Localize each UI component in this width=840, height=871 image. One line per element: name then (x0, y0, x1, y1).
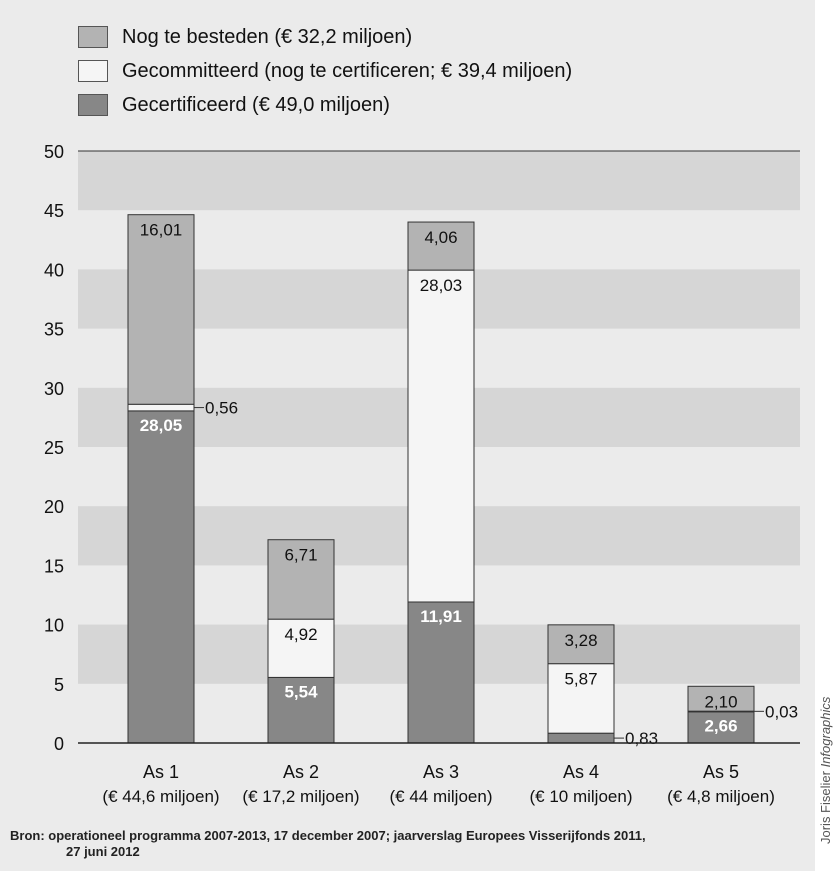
y-tick-label: 5 (54, 675, 64, 695)
legend-label-nog-te-besteden: Nog te besteden (€ 32,2 miljoen) (122, 25, 413, 48)
bar-segment (127, 403, 195, 412)
bar-segment (267, 676, 335, 744)
x-category-label: As 4 (563, 762, 599, 782)
x-category-sublabel: (€ 10 miljoen) (530, 787, 633, 806)
data-label: 11,91 (420, 607, 462, 626)
x-category-sublabel: (€ 44 miljoen) (390, 787, 493, 806)
y-tick-label: 40 (44, 260, 64, 280)
data-label: 2,66 (704, 717, 737, 736)
legend-label-gecommitteerd: Gecommitteerd (nog te certificeren; € 39… (122, 59, 573, 82)
bar-segment (407, 221, 475, 271)
stacked-bar-chart: 0 5 10 15 20 25 30 35 40 45 50 28,05 0,56 16,01 As 1 (€… (44, 142, 800, 806)
legend-label-gecertificeerd: Gecertificeerd (€ 49,0 miljoen) (122, 93, 390, 116)
data-label: 16,01 (140, 221, 183, 240)
x-category-sublabel: (€ 44,6 miljoen) (102, 787, 219, 806)
bar-segment (127, 410, 195, 744)
y-tick-label: 0 (54, 734, 64, 754)
y-tick-label: 30 (44, 379, 64, 399)
y-tick-label: 50 (44, 142, 64, 162)
bar-segment (547, 663, 615, 734)
data-label: 6,71 (284, 546, 317, 565)
y-tick-label: 10 (44, 616, 64, 636)
x-category-sublabel: (€ 4,8 miljoen) (667, 787, 775, 806)
grid-band (78, 151, 800, 211)
x-category-label: As 2 (283, 762, 319, 782)
x-category-label: As 1 (143, 762, 179, 782)
data-label: 5,54 (284, 682, 318, 701)
data-label: 0,56 (205, 399, 238, 418)
legend-swatch-gecommitteerd (78, 60, 108, 82)
data-label: 5,87 (564, 670, 597, 689)
y-tick-label: 45 (44, 201, 64, 221)
data-label: 28,03 (420, 276, 463, 295)
source-note: Bron: operationeel programma 2007-2013, … (10, 828, 810, 860)
bar-segment (547, 732, 615, 744)
data-label: 28,05 (140, 416, 183, 435)
bar-segment (687, 685, 755, 712)
legend-swatch-nog-te-besteden (78, 26, 108, 48)
data-label: 4,92 (284, 625, 317, 644)
legend-item-gecertificeerd: Gecertificeerd (€ 49,0 miljoen) (78, 92, 390, 118)
credit-name: Joris Fiselier (818, 767, 833, 844)
y-tick-label: 35 (44, 320, 64, 340)
bar-segment (547, 624, 615, 665)
credit: Joris Fiselier Infographics (818, 697, 833, 844)
data-label: 3,28 (564, 631, 597, 650)
bar-segment (407, 269, 475, 603)
data-label: 0,03 (765, 702, 798, 721)
chart-panel: Nog te besteden (€ 32,2 miljoen) Gecommi… (0, 0, 815, 871)
credit-infographics: Infographics (818, 696, 833, 768)
data-label: 4,06 (424, 228, 457, 247)
y-tick-label: 20 (44, 497, 64, 517)
y-tick-label: 25 (44, 438, 64, 458)
legend-item-nog-te-besteden: Nog te besteden (€ 32,2 miljoen) (78, 24, 412, 50)
x-category-label: As 3 (423, 762, 459, 782)
y-tick-label: 15 (44, 556, 64, 576)
bar-segment (267, 618, 335, 678)
x-category-label: As 5 (703, 762, 739, 782)
legend-swatch-gecertificeerd (78, 94, 108, 116)
source-line-2: 27 juni 2012 (66, 844, 140, 859)
data-label: 0,83 (625, 729, 658, 748)
data-label: 2,10 (704, 692, 737, 711)
legend-item-gecommitteerd: Gecommitteerd (nog te certificeren; € 39… (78, 58, 572, 84)
bar-segment (127, 214, 195, 405)
bar-segment (267, 539, 335, 620)
x-category-sublabel: (€ 17,2 miljoen) (242, 787, 359, 806)
source-line-1: Bron: operationeel programma 2007-2013, … (10, 828, 646, 843)
